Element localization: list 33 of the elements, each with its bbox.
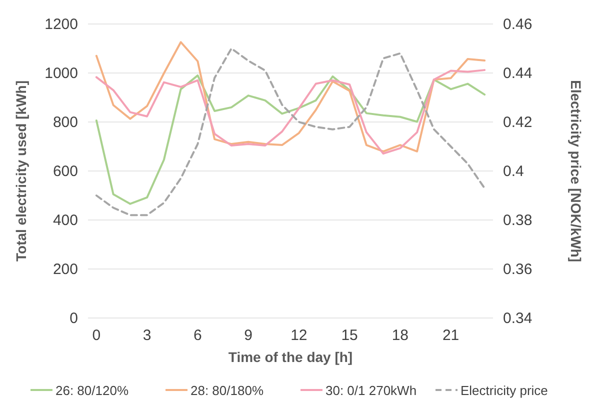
y-tick-label: 800 [52, 114, 78, 131]
y2-tick-label: 0.38 [503, 212, 532, 229]
y2-tick-label: 0.36 [503, 261, 532, 278]
x-tick-label: 18 [392, 327, 409, 344]
line-series [95, 41, 486, 152]
x-tick-label: 9 [244, 327, 252, 344]
y2-tick-label: 0.46 [503, 16, 532, 33]
x-tick-label: 15 [341, 327, 358, 344]
y2-tick-label: 0.44 [503, 65, 532, 82]
y-tick-label: 400 [52, 212, 78, 229]
y-tick-label: 200 [52, 261, 78, 278]
x-tick-label: 0 [92, 327, 101, 344]
line-series [95, 69, 486, 155]
line-series [95, 74, 486, 205]
legend-label: Electricity price [460, 383, 548, 398]
x-tick-label: 21 [442, 327, 460, 344]
y-axis-title: Total electricity used [kWh] [13, 80, 29, 262]
y2-tick-label: 0.42 [503, 114, 532, 131]
y2-tick-label: 0.4 [503, 163, 524, 180]
y-tick-label: 1200 [44, 16, 78, 33]
line-series [95, 48, 486, 216]
x-tick-label: 3 [142, 327, 152, 344]
legend-label: 30: 0/1 270kWh [326, 383, 417, 398]
legend-label: 26: 80/120% [56, 383, 129, 398]
y-tick-label: 1000 [44, 65, 78, 82]
x-tick-label: 12 [290, 327, 308, 344]
legend-label: 28: 80/180% [190, 383, 264, 398]
y2-axis-title: Electricity price [NOK/kWh] [568, 80, 584, 262]
x-axis-title: Time of the day [h] [228, 349, 353, 365]
y-tick-label: 0 [70, 310, 78, 327]
x-tick-label: 6 [194, 327, 202, 344]
y-tick-label: 600 [52, 163, 78, 180]
y2-tick-label: 0.34 [503, 310, 532, 327]
